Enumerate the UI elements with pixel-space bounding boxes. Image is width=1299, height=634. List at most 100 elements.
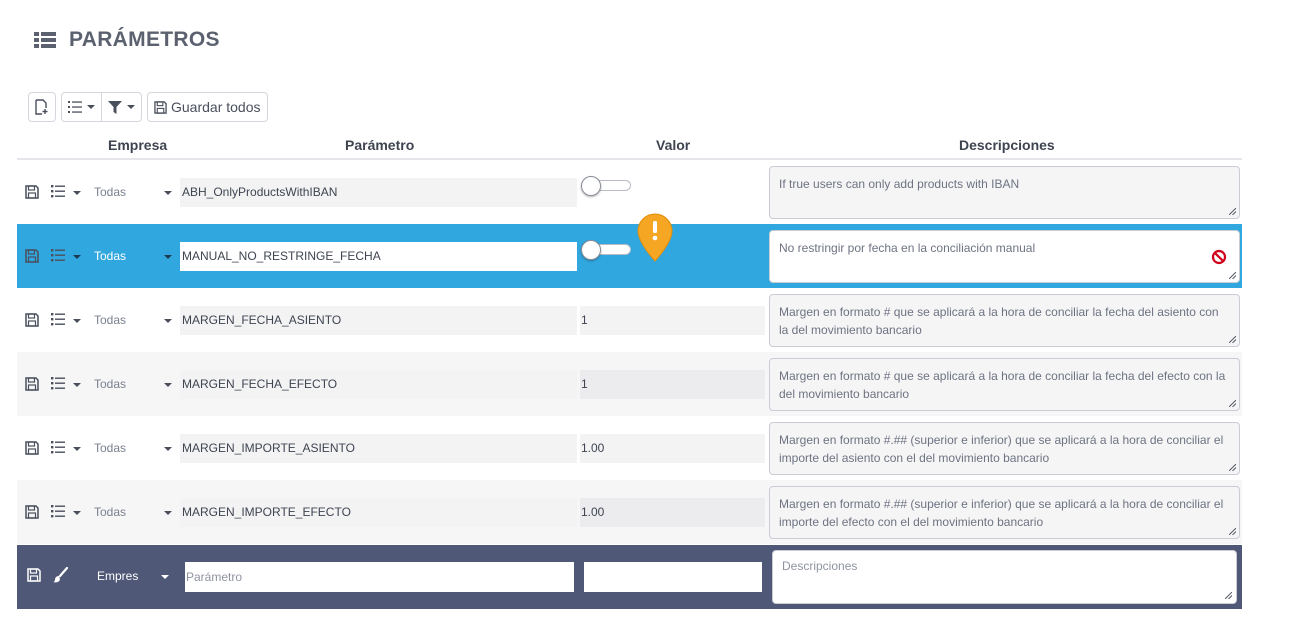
- table-row[interactable]: Todas MARGEN_IMPORTE_ASIENTO 1.00 Margen en…: [17, 416, 1242, 480]
- column-header-empresa[interactable]: Empresa: [108, 137, 168, 153]
- valor-input[interactable]: 1: [580, 306, 765, 335]
- valor-input[interactable]: 1.00: [580, 434, 765, 463]
- block-icon: [1211, 249, 1227, 265]
- descripcion-textarea[interactable]: No restringir por fecha en la conciliaci…: [769, 230, 1240, 283]
- new-parametro-input[interactable]: [185, 562, 574, 592]
- column-header-descripciones[interactable]: Descripciones: [959, 137, 1055, 153]
- descripcion-textarea[interactable]: Margen en formato # que se aplicará a la…: [769, 358, 1240, 411]
- empresa-select[interactable]: Todas: [94, 313, 127, 327]
- descripcion-text: Margen en formato #.## (superior e infer…: [779, 497, 1224, 529]
- empresa-select[interactable]: Todas: [94, 377, 127, 391]
- chevron-down-icon[interactable]: [164, 319, 172, 323]
- chevron-down-icon[interactable]: [164, 447, 172, 451]
- list-icon[interactable]: [51, 504, 65, 518]
- view-filter-group: [61, 92, 142, 122]
- chevron-down-icon[interactable]: [73, 191, 81, 195]
- list-icon: [68, 101, 82, 113]
- columns-dropdown-button[interactable]: [62, 93, 101, 121]
- resize-handle-icon[interactable]: [1229, 272, 1236, 279]
- chevron-down-icon[interactable]: [73, 255, 81, 259]
- valor-toggle[interactable]: [581, 240, 631, 260]
- descripcion-textarea[interactable]: Margen en formato #.## (superior e infer…: [769, 422, 1240, 475]
- new-record-button[interactable]: [28, 92, 56, 122]
- save-icon[interactable]: [25, 441, 39, 455]
- table-row[interactable]: Todas MARGEN_FECHA_EFECTO 1 Margen en forma…: [17, 352, 1242, 416]
- parametro-input[interactable]: MARGEN_IMPORTE_EFECTO: [180, 498, 577, 527]
- toolbar: Guardar todos: [28, 92, 268, 122]
- chevron-down-icon: [87, 105, 95, 109]
- filter-icon: [108, 100, 122, 114]
- save-icon[interactable]: [25, 377, 39, 391]
- list-icon[interactable]: [51, 248, 65, 262]
- list-icon: [34, 32, 56, 48]
- save-icon: [154, 100, 167, 114]
- toggle-knob: [581, 240, 601, 260]
- resize-handle-icon[interactable]: [1229, 528, 1236, 535]
- save-icon[interactable]: [25, 505, 39, 519]
- save-all-label: Guardar todos: [171, 99, 261, 115]
- new-empresa-select[interactable]: Empres: [97, 569, 139, 583]
- toggle-knob: [581, 176, 601, 196]
- filter-dropdown-button[interactable]: [101, 93, 141, 121]
- new-descripcion-input[interactable]: [772, 550, 1237, 604]
- list-icon[interactable]: [51, 312, 65, 326]
- parametro-input[interactable]: ABH_OnlyProductsWithIBAN: [180, 178, 577, 207]
- save-icon[interactable]: [25, 313, 39, 327]
- column-header-parametro[interactable]: Parámetro: [345, 137, 415, 153]
- table-row[interactable]: Todas MANUAL_NO_RESTRINGE_FECHA No restrin…: [17, 224, 1242, 288]
- brush-icon[interactable]: [52, 567, 68, 583]
- table-row[interactable]: Todas MARGEN_IMPORTE_EFECTO 1.00 Margen en …: [17, 480, 1242, 544]
- descripcion-text: Margen en formato #.## (superior e infer…: [779, 433, 1224, 465]
- column-header-valor[interactable]: Valor: [656, 137, 691, 153]
- list-icon[interactable]: [51, 440, 65, 454]
- parametro-input[interactable]: MARGEN_FECHA_EFECTO: [180, 370, 577, 399]
- chevron-down-icon[interactable]: [164, 191, 172, 195]
- save-icon[interactable]: [25, 185, 39, 199]
- save-all-button[interactable]: Guardar todos: [147, 92, 268, 122]
- chevron-down-icon[interactable]: [164, 383, 172, 387]
- warning-marker-icon: [637, 213, 673, 262]
- chevron-down-icon[interactable]: [164, 511, 172, 515]
- valor-input[interactable]: 1: [580, 370, 765, 399]
- valor-input[interactable]: 1.00: [580, 498, 765, 527]
- save-icon[interactable]: [27, 568, 41, 582]
- new-record-row: Empres: [17, 545, 1242, 609]
- chevron-down-icon: [127, 105, 135, 109]
- resize-handle-icon[interactable]: [1225, 592, 1232, 599]
- valor-toggle[interactable]: [581, 176, 631, 196]
- table-header: Empresa Parámetro Valor Descripciones: [17, 136, 1242, 160]
- list-icon[interactable]: [51, 184, 65, 198]
- resize-handle-icon[interactable]: [1229, 208, 1236, 215]
- resize-handle-icon[interactable]: [1229, 400, 1236, 407]
- empresa-select[interactable]: Todas: [94, 249, 127, 263]
- table-row[interactable]: Todas ABH_OnlyProductsWithIBAN If true use…: [17, 160, 1242, 224]
- chevron-down-icon[interactable]: [161, 575, 169, 579]
- descripcion-text: No restringir por fecha en la conciliaci…: [779, 241, 1036, 255]
- empresa-select[interactable]: Todas: [94, 185, 127, 199]
- page-title: PARÁMETROS: [69, 28, 220, 51]
- descripcion-textarea[interactable]: If true users can only add products with…: [769, 166, 1240, 219]
- list-icon[interactable]: [51, 376, 65, 390]
- new-valor-input[interactable]: [584, 562, 762, 592]
- table-row[interactable]: Todas MARGEN_FECHA_ASIENTO 1 Margen en form…: [17, 288, 1242, 352]
- save-icon[interactable]: [25, 249, 39, 263]
- parametro-input[interactable]: MARGEN_FECHA_ASIENTO: [180, 306, 577, 335]
- descripcion-text: Margen en formato # que se aplicará a la…: [779, 369, 1226, 401]
- descripcion-text: If true users can only add products with…: [779, 177, 1020, 191]
- resize-handle-icon[interactable]: [1229, 336, 1236, 343]
- resize-handle-icon[interactable]: [1229, 464, 1236, 471]
- chevron-down-icon[interactable]: [73, 383, 81, 387]
- parametro-input[interactable]: MARGEN_IMPORTE_ASIENTO: [180, 434, 577, 463]
- chevron-down-icon[interactable]: [73, 319, 81, 323]
- chevron-down-icon[interactable]: [73, 511, 81, 515]
- empresa-select[interactable]: Todas: [94, 441, 127, 455]
- page-header: PARÁMETROS: [34, 28, 220, 52]
- chevron-down-icon[interactable]: [73, 447, 81, 451]
- parametro-input[interactable]: MANUAL_NO_RESTRINGE_FECHA: [180, 242, 577, 271]
- descripcion-textarea[interactable]: Margen en formato #.## (superior e infer…: [769, 486, 1240, 539]
- descripcion-textarea[interactable]: Margen en formato # que se aplicará a la…: [769, 294, 1240, 347]
- descripcion-text: Margen en formato # que se aplicará a la…: [779, 305, 1219, 337]
- chevron-down-icon[interactable]: [164, 255, 172, 259]
- new-document-icon: [35, 99, 48, 115]
- empresa-select[interactable]: Todas: [94, 505, 127, 519]
